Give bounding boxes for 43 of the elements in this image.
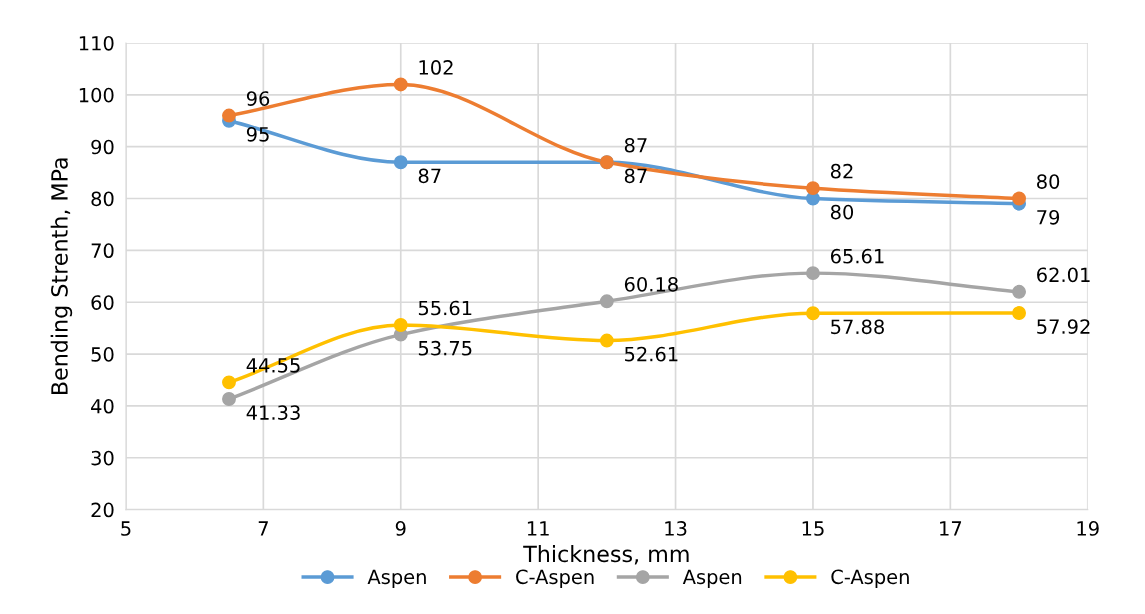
legend-label: C-Aspen — [516, 569, 594, 588]
data-label: 60.18 — [624, 276, 678, 292]
data-label: 55.61 — [418, 300, 472, 316]
data-label: 41.33 — [246, 405, 300, 420]
legend-label: C-Aspen — [831, 569, 909, 588]
y-tick-label: 30 — [91, 450, 114, 466]
y-tick-label: 40 — [91, 398, 114, 414]
x-tick-label: 15 — [802, 521, 824, 536]
data-label: 79 — [1037, 209, 1060, 225]
x-axis-title: Thickness, mm — [523, 545, 689, 565]
data-label: 53.75 — [418, 340, 472, 356]
data-label: 95 — [246, 126, 269, 142]
data-label: 82 — [830, 163, 853, 179]
data-label: 65.61 — [830, 248, 884, 264]
y-tick-label: 50 — [91, 347, 114, 362]
legend-label: Aspen — [682, 569, 742, 588]
x-tick-label: 13 — [665, 521, 687, 536]
data-label: 80 — [830, 204, 854, 220]
y-tick-label: 90 — [91, 139, 114, 155]
x-tick-label: 5 — [121, 521, 131, 536]
data-label: 57.88 — [831, 319, 884, 335]
y-tick-label: 80 — [91, 191, 114, 207]
data-label: 87 — [418, 168, 441, 184]
data-label: 87 — [624, 137, 647, 153]
y-axis-title: Bending Strenth, MPa — [50, 158, 73, 395]
x-tick-label: 17 — [940, 521, 962, 536]
x-tick-label: 11 — [527, 521, 549, 536]
y-tick-label: 110 — [79, 35, 114, 51]
data-label: 87 — [624, 168, 647, 184]
legend-label: Aspen — [367, 569, 426, 588]
data-label: 80 — [1037, 174, 1060, 189]
y-tick-label: 100 — [79, 87, 114, 103]
data-label: 52.61 — [625, 346, 678, 362]
y-tick-label: 60 — [91, 295, 114, 310]
x-tick-label: 7 — [258, 521, 268, 536]
data-label: 102 — [419, 60, 453, 75]
y-tick-label: 70 — [91, 243, 114, 259]
x-tick-label: 19 — [1077, 521, 1099, 536]
x-tick-label: 9 — [395, 521, 406, 536]
data-label: 57.92 — [1037, 319, 1090, 334]
data-label: 62.01 — [1037, 267, 1090, 283]
data-label: 96 — [246, 91, 270, 106]
y-tick-label: 20 — [91, 502, 114, 518]
